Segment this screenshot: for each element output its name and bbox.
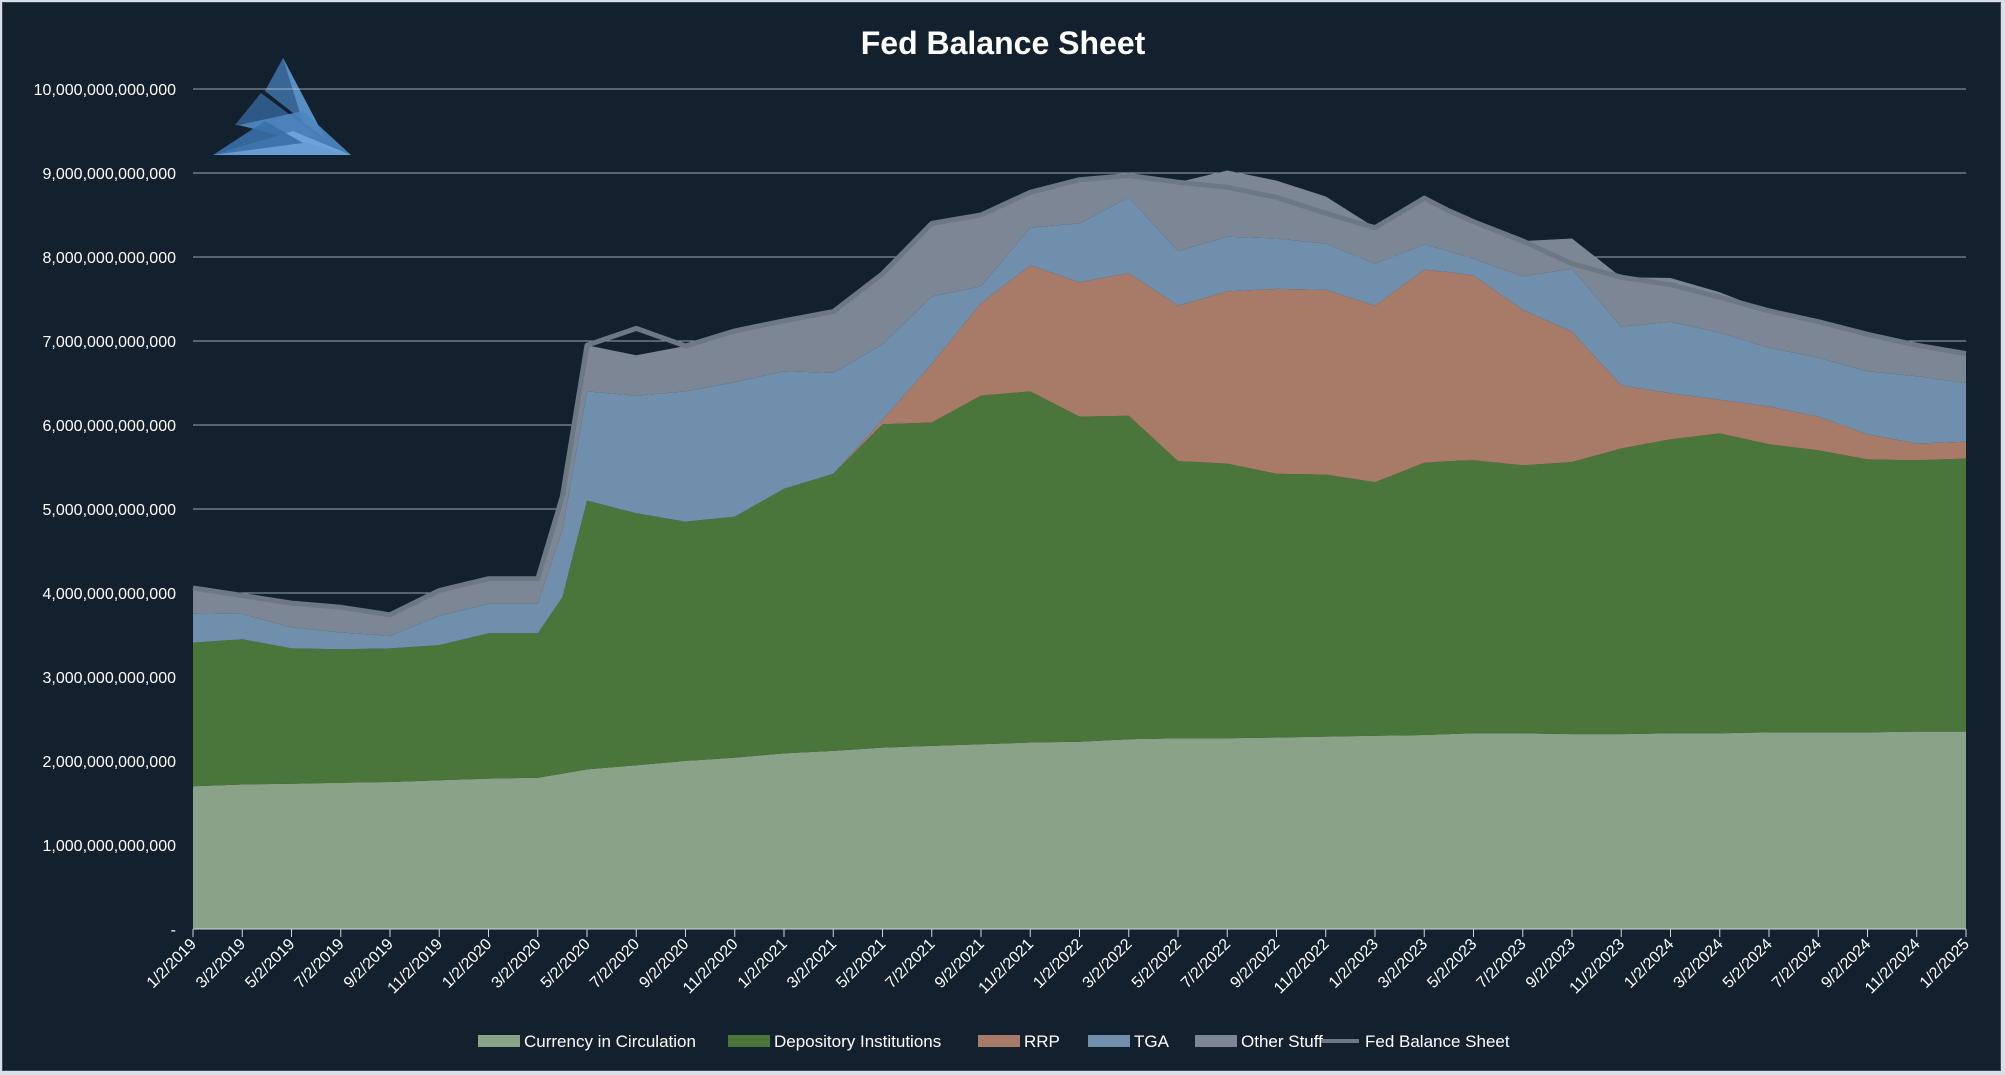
- x-tick-label: 7/2/2022: [1178, 936, 1234, 992]
- legend-label-depository-institutions: Depository Institutions: [774, 1032, 941, 1051]
- x-tick-label: 3/2/2020: [489, 936, 545, 992]
- y-tick-label: -: [171, 922, 176, 939]
- y-tick-label: 2,000,000,000,000: [43, 754, 177, 771]
- x-tick-label: 3/2/2024: [1671, 936, 1727, 992]
- x-tick-label: 7/2/2023: [1474, 936, 1530, 992]
- y-tick-label: 9,000,000,000,000: [43, 166, 177, 183]
- x-tick-label: 1/2/2021: [735, 936, 791, 992]
- y-tick-label: 8,000,000,000,000: [43, 250, 177, 267]
- x-tick-label: 7/2/2021: [883, 936, 939, 992]
- legend-label-currency-in-circulation: Currency in Circulation: [524, 1032, 696, 1051]
- x-tick-label: 7/2/2024: [1769, 936, 1825, 992]
- x-tick-label: 1/2/2023: [1326, 936, 1382, 992]
- x-tick-label: 7/2/2020: [587, 936, 643, 992]
- x-tick-label: 1/2/2024: [1621, 936, 1677, 992]
- x-tick-label: 3/2/2019: [193, 936, 249, 992]
- legend-label-rrp: RRP: [1024, 1032, 1060, 1051]
- chart-title: Fed Balance Sheet: [861, 25, 1146, 61]
- x-tick-label: 1/2/2022: [1030, 936, 1086, 992]
- legend-label-tga: TGA: [1134, 1032, 1170, 1051]
- x-tick-label: 5/2/2019: [242, 936, 298, 992]
- x-tick-label: 1/2/2025: [1917, 936, 1973, 992]
- legend-swatch-rrp: [978, 1035, 1020, 1047]
- y-tick-label: 3,000,000,000,000: [43, 670, 177, 687]
- legend-swatch-other-stuff: [1195, 1035, 1237, 1047]
- fed-balance-sheet-line: [192, 173, 1967, 618]
- legend-label-other-stuff: Other Stuff: [1241, 1032, 1323, 1051]
- x-axis-ticks: 1/2/20193/2/20195/2/20197/2/20199/2/2019…: [144, 929, 1973, 997]
- y-axis-ticks: - 1,000,000,000,000 2,000,000,000,000 3,000…: [34, 82, 176, 939]
- chart-svg: Fed Balance Sheet - 1,000,000,000,000 2,00…: [34, 25, 1973, 1051]
- line-series: [192, 173, 1967, 618]
- legend: Currency in Circulation Depository Instit…: [478, 1032, 1510, 1051]
- x-tick-label: 1/2/2020: [439, 936, 495, 992]
- x-tick-label: 3/2/2022: [1080, 936, 1136, 992]
- legend-label-fed-balance-sheet: Fed Balance Sheet: [1365, 1032, 1510, 1051]
- x-tick-label: 5/2/2021: [833, 936, 889, 992]
- x-tick-label: 3/2/2021: [784, 936, 840, 992]
- legend-swatch-tga: [1088, 1035, 1130, 1047]
- y-tick-label: 4,000,000,000,000: [43, 586, 177, 603]
- y-tick-label: 10,000,000,000,000: [34, 82, 176, 99]
- depository-institutions-area: [193, 391, 1966, 787]
- y-tick-label: 5,000,000,000,000: [43, 502, 177, 519]
- legend-swatch-depository-institutions: [728, 1035, 770, 1047]
- y-tick-label: 6,000,000,000,000: [43, 418, 177, 435]
- y-tick-label: 1,000,000,000,000: [43, 838, 177, 855]
- x-tick-label: 5/2/2020: [538, 936, 594, 992]
- x-tick-label: 5/2/2024: [1720, 936, 1776, 992]
- logo-icon: [213, 58, 351, 155]
- currency-in-circulation-area: [193, 731, 1966, 929]
- x-tick-label: 3/2/2023: [1375, 936, 1431, 992]
- legend-swatch-currency-in-circulation: [478, 1035, 520, 1047]
- x-tick-label: 7/2/2019: [292, 936, 348, 992]
- x-tick-label: 1/2/2019: [144, 936, 200, 992]
- area-series: [193, 170, 1966, 929]
- x-tick-label: 5/2/2023: [1424, 936, 1480, 992]
- y-tick-label: 7,000,000,000,000: [43, 334, 177, 351]
- x-tick-label: 5/2/2022: [1129, 936, 1185, 992]
- rrp-area: [193, 265, 1966, 650]
